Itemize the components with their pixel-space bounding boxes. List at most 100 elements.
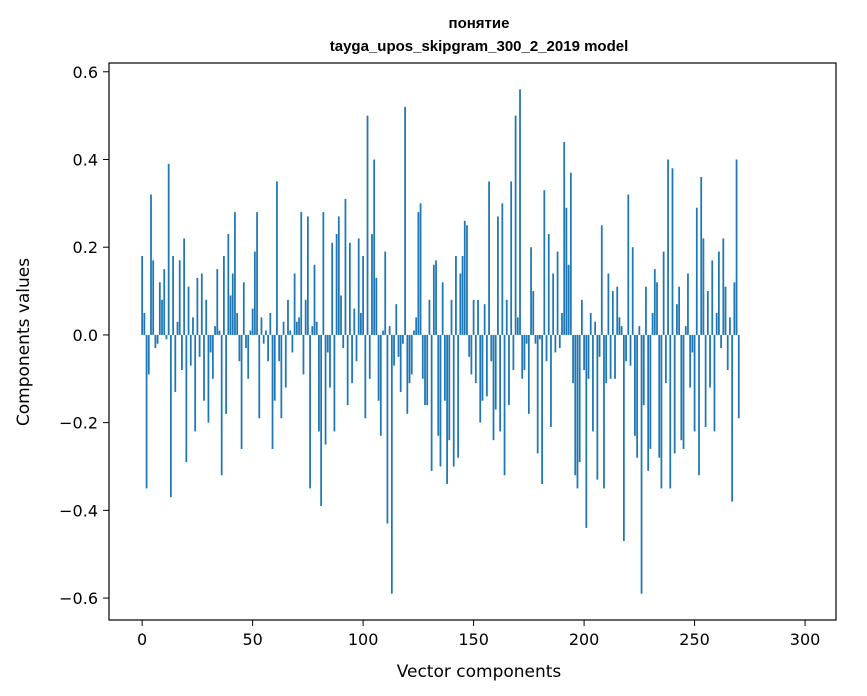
bar (463, 220, 466, 335)
bar (609, 334, 612, 379)
bar (375, 277, 378, 335)
bar (718, 251, 720, 335)
bar (318, 334, 320, 432)
bar (211, 334, 214, 379)
bar (417, 212, 420, 335)
bar (516, 317, 519, 335)
bar (490, 334, 493, 362)
bar (291, 334, 294, 353)
bar (536, 334, 539, 454)
bar (576, 334, 579, 489)
bar (251, 308, 254, 335)
bar (631, 247, 634, 335)
bar (589, 312, 592, 335)
bar (176, 321, 179, 335)
y-tick-label: −0.2 (59, 414, 98, 433)
bar (342, 334, 345, 349)
y-tick-label: 0.6 (73, 63, 98, 82)
bar (547, 234, 550, 335)
x-axis-ticks: 0 50 100 150 200 250 300 (137, 620, 820, 649)
bar (483, 304, 486, 335)
bar (450, 299, 453, 335)
bar (194, 334, 197, 432)
y-axis-label: Components values (14, 258, 34, 426)
bar (706, 291, 709, 335)
bar (181, 334, 183, 371)
bar (649, 334, 652, 449)
bar (441, 282, 444, 335)
bar (236, 312, 239, 335)
bar (572, 334, 574, 384)
bar (388, 326, 391, 335)
bar (512, 334, 515, 371)
bar (585, 334, 588, 528)
bar (165, 334, 168, 340)
bar (439, 334, 442, 467)
bar (355, 334, 358, 362)
bar (289, 330, 292, 335)
bar (419, 203, 422, 335)
bar (432, 264, 435, 335)
bar (550, 334, 552, 428)
bar (426, 334, 429, 406)
y-tick-label: 0.2 (73, 238, 98, 257)
x-tick-label: 200 (569, 630, 600, 649)
bar (587, 334, 590, 379)
bar (497, 216, 499, 335)
bar (636, 334, 639, 458)
bar (598, 334, 601, 357)
bar (362, 255, 364, 335)
bar (614, 334, 616, 379)
bar (658, 334, 661, 458)
bar (351, 334, 353, 384)
bar (437, 334, 440, 436)
bar (262, 334, 265, 344)
bar (353, 308, 356, 335)
bar (673, 334, 676, 454)
y-tick-label: −0.4 (59, 501, 98, 520)
bar (468, 334, 471, 357)
bar (265, 330, 267, 335)
bar (247, 334, 250, 379)
bar (216, 269, 219, 335)
bar (415, 317, 418, 335)
bar (448, 334, 451, 441)
bar (311, 326, 314, 335)
bar (282, 321, 285, 335)
bar (242, 282, 245, 335)
bar (223, 255, 225, 335)
bar (169, 334, 172, 498)
bar (408, 334, 411, 384)
bar (253, 251, 256, 335)
bar (258, 334, 261, 419)
bar (382, 330, 384, 335)
bar (333, 334, 336, 432)
bar (371, 234, 373, 335)
bar (653, 269, 656, 335)
bar (457, 334, 460, 458)
bar (295, 321, 298, 335)
bar (611, 291, 614, 335)
bar (510, 181, 513, 335)
bar (578, 334, 581, 463)
bar (695, 207, 698, 335)
bar (366, 115, 369, 335)
bar (735, 159, 738, 335)
y-tick-label: 0.4 (73, 150, 98, 169)
x-tick-label: 100 (348, 630, 379, 649)
bar (711, 260, 714, 335)
bar (581, 299, 583, 335)
bar (596, 334, 599, 480)
bar (192, 317, 194, 335)
bar (620, 326, 623, 335)
bar (337, 216, 340, 335)
bar (313, 264, 316, 335)
bar (731, 334, 734, 502)
bar (682, 334, 685, 449)
bar (227, 234, 230, 335)
bar (618, 317, 621, 335)
bar (625, 334, 627, 362)
bar (647, 334, 650, 471)
bar (377, 334, 380, 401)
